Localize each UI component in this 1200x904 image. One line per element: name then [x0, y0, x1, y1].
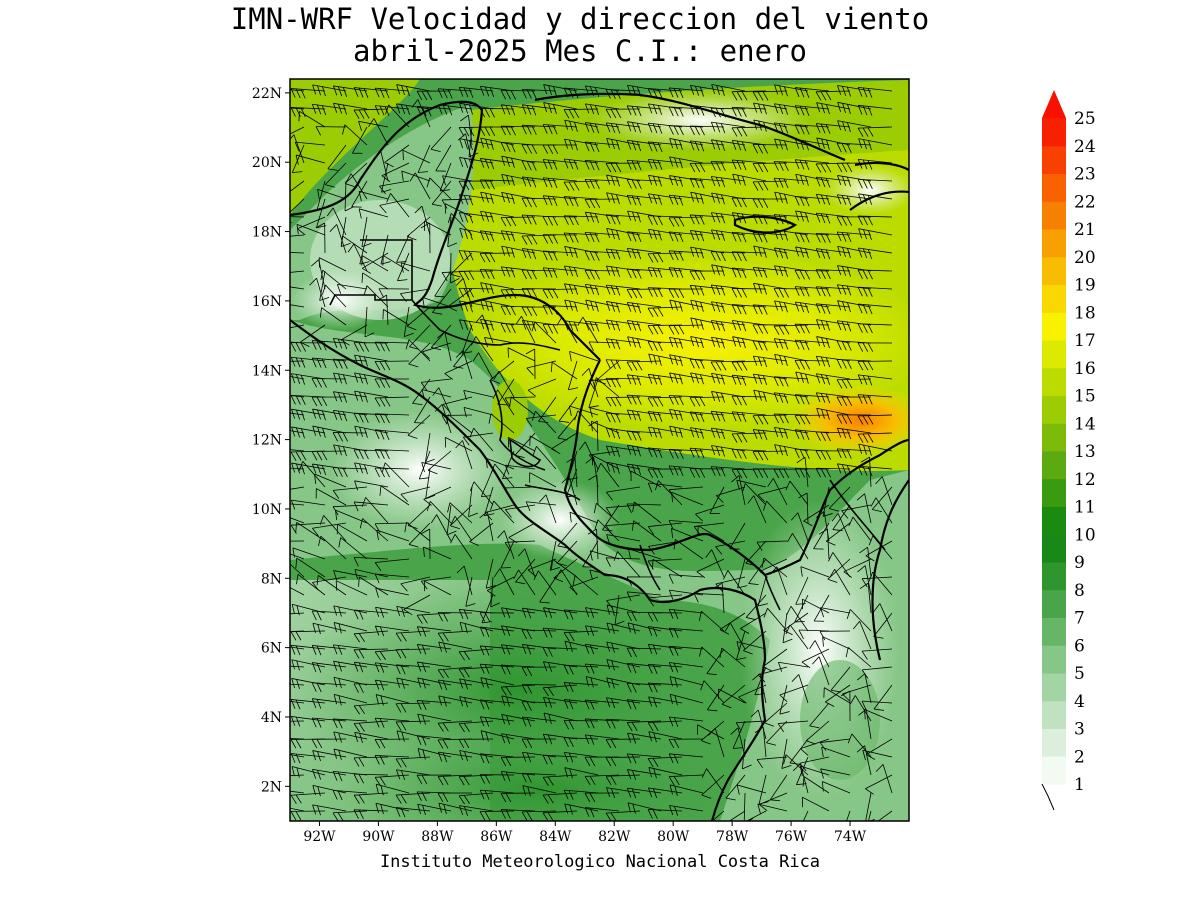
lon-tick-label: 80W	[657, 829, 690, 845]
colorbar-swatch	[1042, 590, 1066, 618]
lon-tick-label: 74W	[834, 829, 867, 845]
colorbar-label: 10	[1074, 525, 1096, 545]
colorbar-label: 3	[1074, 720, 1085, 740]
colorbar-label: 9	[1074, 553, 1085, 573]
colorbar-swatch	[1042, 368, 1066, 396]
colorbar-label: 19	[1074, 276, 1096, 296]
colorbar-swatch	[1042, 451, 1066, 479]
colorbar-tail	[1042, 784, 1054, 810]
colorbar-label: 4	[1074, 692, 1085, 712]
colorbar-swatch	[1042, 729, 1066, 757]
field-honduras-gap	[492, 380, 528, 440]
colorbar-label: 21	[1074, 220, 1096, 240]
colorbar-swatch	[1042, 756, 1066, 784]
lat-tick-label: 14N	[252, 363, 282, 379]
colorbar-swatch	[1042, 562, 1066, 590]
colorbar-swatch	[1042, 534, 1066, 562]
lon-tick-label: 76W	[775, 829, 808, 845]
colorbar-swatch	[1042, 118, 1066, 146]
lat-axis: 2N 4N 6N 8N 10N 12N 14N 16N 18N 20N 22N	[252, 86, 290, 795]
colorbar-swatch	[1042, 673, 1066, 701]
colorbar-label: 5	[1074, 664, 1085, 684]
colorbar-label: 6	[1074, 636, 1085, 656]
colorbar-label: 2	[1074, 747, 1085, 767]
lon-axis: 92W 90W 88W 86W 84W 82W 80W 78W 76W 74W	[303, 821, 866, 845]
lat-tick-label: 10N	[252, 502, 282, 518]
colorbar-swatch	[1042, 257, 1066, 285]
lat-tick-label: 6N	[261, 641, 282, 657]
lon-tick-label: 86W	[480, 829, 513, 845]
colorbar-swatch	[1042, 201, 1066, 229]
colorbar-label: 13	[1074, 442, 1096, 462]
lat-tick-label: 20N	[252, 155, 282, 171]
lon-tick-label: 88W	[421, 829, 454, 845]
colorbar-swatch	[1042, 146, 1066, 174]
footer-credit: Instituto Meteorologico Nacional Costa R…	[290, 852, 910, 872]
colorbar-swatch	[1042, 701, 1066, 729]
field-cuba	[590, 90, 810, 150]
lon-tick-label: 82W	[598, 829, 631, 845]
field-hispaniola	[825, 165, 915, 215]
colorbar-arrow	[1042, 90, 1066, 118]
colorbar-label: 25	[1074, 109, 1096, 129]
colorbar-label: 23	[1074, 165, 1096, 185]
lat-tick-label: 8N	[261, 571, 282, 587]
lat-tick-label: 4N	[261, 710, 282, 726]
colorbar-label: 8	[1074, 581, 1085, 601]
colorbar-label: 18	[1074, 303, 1096, 323]
colorbar-label: 12	[1074, 470, 1096, 490]
colorbar-swatch	[1042, 507, 1066, 535]
colorbar-swatch	[1042, 479, 1066, 507]
lat-tick-label: 22N	[252, 86, 282, 102]
lon-tick-label: 92W	[303, 829, 336, 845]
lat-tick-label: 16N	[252, 294, 282, 310]
colorbar-label: 15	[1074, 387, 1096, 407]
colorbar-swatch	[1042, 229, 1066, 257]
colorbar-swatch	[1042, 174, 1066, 202]
lat-tick-label: 18N	[252, 225, 282, 241]
lat-tick-label: 12N	[252, 433, 282, 449]
lon-tick-label: 90W	[362, 829, 395, 845]
lon-tick-label: 78W	[716, 829, 749, 845]
colorbar-swatch	[1042, 285, 1066, 313]
colorbar-label: 20	[1074, 248, 1096, 268]
colorbar-label: 16	[1074, 359, 1096, 379]
colorbar-swatch	[1042, 645, 1066, 673]
lat-tick-label: 2N	[261, 779, 282, 795]
colorbar-label: 14	[1074, 414, 1096, 434]
colorbar-label: 11	[1074, 498, 1096, 518]
colorbar-swatch	[1042, 396, 1066, 424]
colorbar: 1234567891011121314151617181920212223242…	[1042, 90, 1096, 810]
colorbar-label: 7	[1074, 609, 1085, 629]
colorbar-swatch	[1042, 618, 1066, 646]
colorbar-label: 1	[1074, 775, 1085, 795]
field-layer	[270, 79, 930, 850]
colorbar-label: 22	[1074, 192, 1096, 212]
colorbar-label: 17	[1074, 331, 1096, 351]
colorbar-label: 24	[1074, 137, 1096, 157]
colorbar-swatch	[1042, 312, 1066, 340]
lon-tick-label: 84W	[539, 829, 572, 845]
colorbar-swatch	[1042, 340, 1066, 368]
colorbar-swatch	[1042, 423, 1066, 451]
